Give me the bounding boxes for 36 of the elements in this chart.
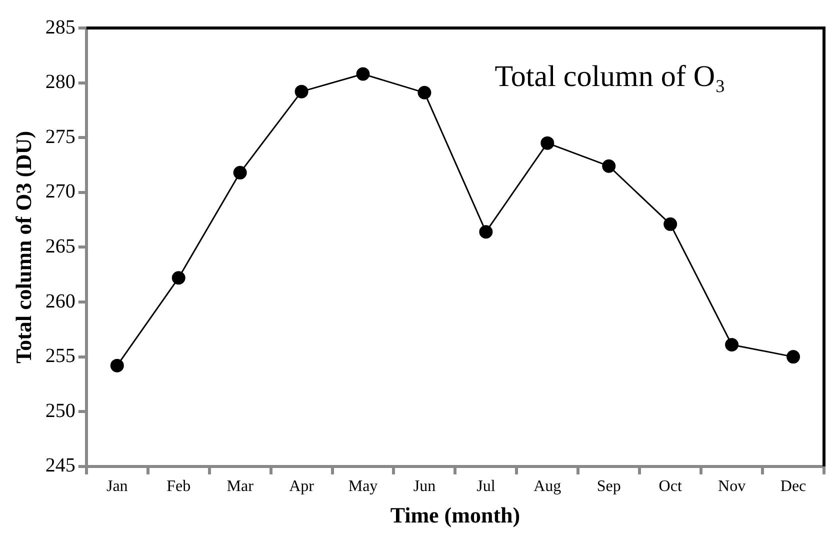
point	[418, 86, 432, 100]
point	[294, 84, 308, 98]
x-tick-label: Nov	[718, 478, 746, 496]
x-tick-label: Sep	[596, 478, 621, 496]
y-tick-label: 260	[45, 290, 76, 312]
point	[233, 166, 247, 180]
x-tick-label: Oct	[658, 478, 682, 496]
y-tick-label: 285	[45, 16, 76, 38]
y-tick-label: 245	[45, 454, 76, 477]
point	[356, 67, 370, 81]
x-axis-title: Time (month)	[390, 502, 520, 528]
point	[479, 225, 493, 239]
x-tick-label: Dec	[780, 478, 806, 496]
y-tick-label: 275	[45, 126, 76, 148]
x-tick-label: Feb	[166, 478, 191, 496]
y-tick-label: 255	[45, 345, 76, 368]
x-tick-label: Aug	[534, 478, 562, 496]
x-tick-label: Apr	[289, 478, 315, 496]
point	[786, 350, 800, 364]
y-tick-label: 265	[45, 235, 76, 258]
y-tick-label: 280	[45, 71, 76, 94]
point	[172, 271, 186, 285]
x-tick-label: Jun	[413, 478, 436, 496]
x-tick-label: Mar	[226, 478, 254, 496]
x-tick-label: Jan	[106, 478, 128, 496]
point	[540, 136, 554, 150]
point	[664, 217, 678, 231]
y-tick-label: 250	[45, 400, 76, 422]
point	[110, 358, 124, 372]
point	[725, 338, 739, 352]
annotation: Total column of O₃	[494, 60, 726, 93]
point	[602, 159, 616, 173]
x-tick-label: May	[348, 478, 378, 496]
y-tick-label: 270	[45, 180, 76, 203]
x-tick-label: Jul	[476, 478, 496, 496]
y-axis-title: Total column of O3 (DU)	[10, 130, 36, 364]
